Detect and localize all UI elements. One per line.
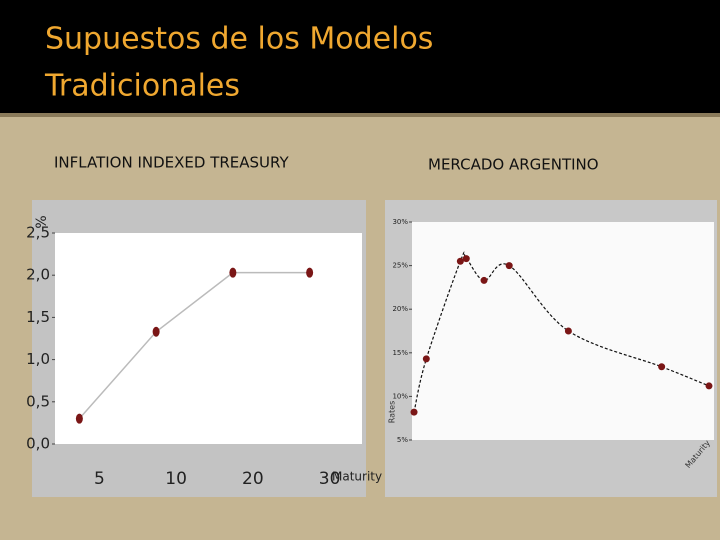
data-point bbox=[462, 255, 470, 263]
title-band bbox=[0, 0, 720, 113]
y-tick-label: 10% bbox=[392, 392, 408, 400]
data-point bbox=[306, 267, 314, 278]
divider bbox=[0, 113, 720, 117]
y-tick-label: 5% bbox=[397, 436, 408, 444]
y-tick-label: 2,5 bbox=[26, 224, 50, 242]
x-tick-label: 20 bbox=[242, 469, 264, 489]
y-axis-label: Rates bbox=[388, 401, 397, 424]
slide-title: Tradicionales bbox=[44, 69, 240, 104]
data-point bbox=[229, 267, 237, 278]
data-point bbox=[658, 363, 666, 371]
x-tick-label: 5 bbox=[94, 469, 105, 489]
series-line bbox=[78, 271, 310, 420]
y-tick-label: 0,0 bbox=[26, 435, 50, 453]
y-tick-label: 1,5 bbox=[26, 308, 50, 326]
data-point bbox=[75, 413, 83, 424]
chart-title: MERCADO ARGENTINO bbox=[428, 156, 599, 174]
data-point bbox=[505, 262, 513, 270]
x-tick-label: 30 bbox=[319, 469, 341, 489]
slide-title: Supuestos de los Modelos bbox=[45, 22, 433, 57]
data-point bbox=[422, 355, 430, 363]
data-point bbox=[564, 327, 572, 335]
y-tick-label: 30% bbox=[392, 218, 408, 226]
y-tick-label: 0,5 bbox=[26, 392, 50, 410]
y-tick-label: 2,0 bbox=[26, 266, 50, 284]
y-tick-label: 1,0 bbox=[26, 350, 50, 368]
y-tick-label: 15% bbox=[392, 349, 408, 357]
plot-area bbox=[55, 233, 362, 444]
data-point bbox=[705, 382, 713, 390]
plot-area bbox=[412, 222, 714, 440]
x-axis-label: Maturity bbox=[332, 470, 382, 484]
data-point bbox=[410, 408, 418, 416]
y-tick-label: 20% bbox=[392, 305, 408, 313]
data-point bbox=[152, 326, 160, 337]
data-point bbox=[456, 257, 464, 265]
y-tick-label: 25% bbox=[392, 262, 408, 270]
y-axis-label: % bbox=[34, 215, 50, 228]
x-tick-label: 10 bbox=[165, 469, 187, 489]
chart-title: INFLATION INDEXED TREASURY bbox=[54, 154, 289, 172]
data-point bbox=[480, 276, 488, 284]
